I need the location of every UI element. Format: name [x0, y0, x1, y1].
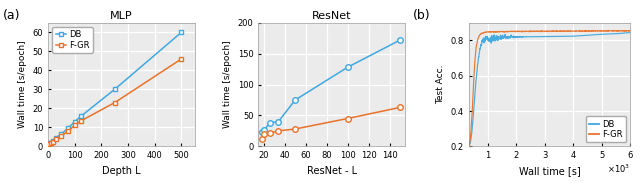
F-GR	[111, 101, 118, 104]
Title: ResNet: ResNet	[312, 11, 351, 21]
Text: (b): (b)	[413, 10, 431, 22]
DB	[58, 133, 65, 135]
F-GR	[45, 143, 53, 145]
F-GR	[47, 142, 54, 144]
DB	[64, 127, 72, 129]
Y-axis label: Wall time [s/epoch]: Wall time [s/epoch]	[223, 41, 232, 128]
F-GR	[77, 120, 85, 122]
Title: MLP: MLP	[110, 11, 132, 21]
F-GR	[177, 58, 185, 60]
F-GR	[58, 135, 65, 137]
DB	[45, 142, 53, 145]
Line: F-GR: F-GR	[47, 56, 184, 146]
Legend: DB, F-GR: DB, F-GR	[586, 116, 626, 142]
Text: $\times10^3$: $\times10^3$	[607, 162, 630, 175]
X-axis label: ResNet - L: ResNet - L	[307, 166, 357, 176]
DB	[49, 139, 57, 142]
Line: DB: DB	[47, 30, 184, 146]
Text: (a): (a)	[3, 10, 20, 22]
Y-axis label: Test Acc.: Test Acc.	[436, 65, 445, 104]
DB	[71, 120, 79, 123]
DB	[77, 115, 85, 117]
F-GR	[49, 140, 57, 143]
X-axis label: Depth L: Depth L	[102, 166, 141, 176]
F-GR	[64, 130, 72, 132]
F-GR	[71, 124, 79, 127]
DB	[47, 141, 54, 144]
DB	[111, 88, 118, 90]
F-GR	[52, 138, 60, 140]
Legend: DB, F-GR: DB, F-GR	[52, 27, 93, 53]
DB	[52, 137, 60, 139]
X-axis label: Wall time [s]: Wall time [s]	[519, 166, 580, 176]
DB	[177, 31, 185, 33]
Y-axis label: Wall time [s/epoch]: Wall time [s/epoch]	[18, 41, 27, 128]
